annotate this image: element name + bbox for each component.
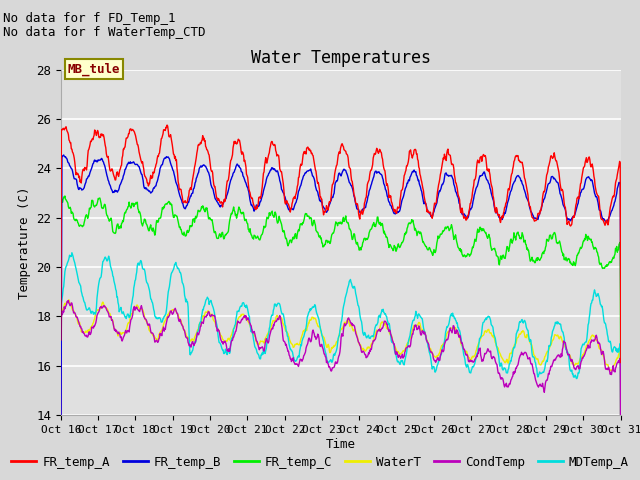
Text: MB_tule: MB_tule <box>68 62 120 76</box>
Text: No data for f FD_Temp_1: No data for f FD_Temp_1 <box>3 12 176 25</box>
X-axis label: Time: Time <box>326 438 356 451</box>
Legend: FR_temp_A, FR_temp_B, FR_temp_C, WaterT, CondTemp, MDTemp_A: FR_temp_A, FR_temp_B, FR_temp_C, WaterT,… <box>6 451 634 474</box>
Title: Water Temperatures: Water Temperatures <box>251 48 431 67</box>
Y-axis label: Temperature (C): Temperature (C) <box>17 186 31 299</box>
Text: No data for f WaterTemp_CTD: No data for f WaterTemp_CTD <box>3 26 205 39</box>
